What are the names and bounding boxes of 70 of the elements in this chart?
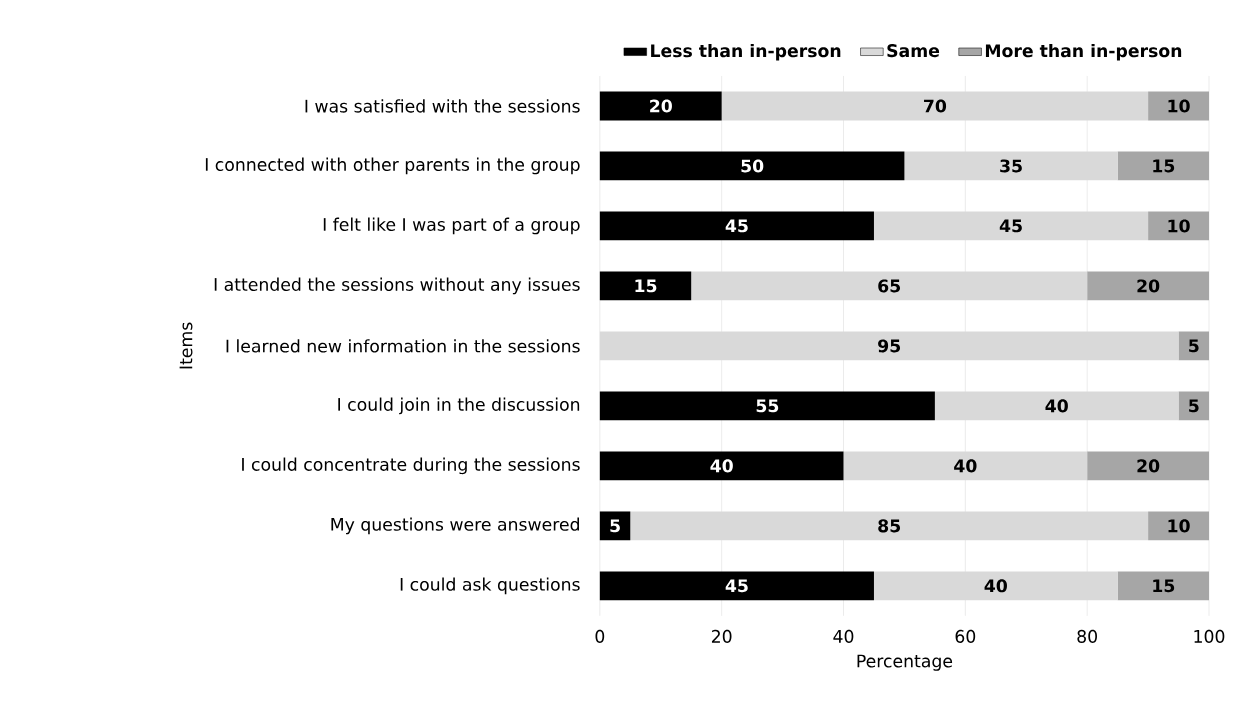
data-label: 55 bbox=[756, 399, 779, 413]
y-tick-label: I learned new information in the sessions bbox=[226, 339, 580, 353]
data-label: 15 bbox=[1153, 159, 1175, 173]
bar bbox=[1148, 511, 1210, 541]
data-label: 50 bbox=[741, 159, 764, 173]
bar bbox=[1178, 391, 1210, 421]
y-tick-label: I could ask questions bbox=[400, 577, 580, 595]
bar bbox=[721, 91, 1149, 121]
data-label: 40 bbox=[1045, 399, 1068, 413]
data-label: 15 bbox=[1153, 579, 1175, 593]
bar bbox=[691, 271, 1088, 301]
data-label: 65 bbox=[878, 279, 901, 293]
data-label: 20 bbox=[1137, 459, 1160, 473]
x-tick-label: 60 bbox=[955, 629, 976, 643]
y-tick-label: I could join in the discussion bbox=[338, 397, 580, 415]
data-label: 15 bbox=[635, 279, 657, 293]
data-label: 70 bbox=[924, 99, 947, 113]
y-tick-label: I attended the sessions without any issues bbox=[214, 277, 580, 295]
x-tick-label: 40 bbox=[833, 629, 854, 643]
data-label: 45 bbox=[999, 219, 1022, 233]
y-tick-label: My questions were answered bbox=[331, 517, 579, 535]
x-axis-title: Percentage bbox=[857, 654, 953, 671]
data-label: 40 bbox=[954, 459, 977, 473]
data-label: 40 bbox=[710, 459, 733, 473]
legend-label: More than in-person bbox=[985, 44, 1182, 61]
data-label: 5 bbox=[610, 519, 620, 533]
y-axis-title: Items bbox=[179, 322, 193, 369]
x-tick-label: 80 bbox=[1077, 629, 1097, 643]
bar bbox=[873, 571, 1118, 601]
x-tick-label: 0 bbox=[595, 629, 605, 643]
bar bbox=[599, 511, 631, 541]
data-label: 5 bbox=[1189, 339, 1199, 353]
data-label: 10 bbox=[1168, 99, 1190, 113]
data-label: 20 bbox=[650, 99, 672, 113]
y-tick-label: I connected with other parents in the group bbox=[205, 157, 580, 175]
data-label: 95 bbox=[878, 339, 901, 353]
bar bbox=[630, 511, 1149, 541]
bar bbox=[599, 271, 692, 301]
y-tick-label: I could concentrate during the sessions bbox=[242, 457, 580, 475]
data-label: 10 bbox=[1168, 519, 1190, 533]
bar bbox=[1148, 211, 1210, 241]
bar bbox=[1117, 571, 1210, 601]
bar bbox=[599, 451, 844, 481]
bar bbox=[1148, 91, 1210, 121]
data-label: 45 bbox=[725, 579, 748, 593]
bar bbox=[599, 91, 722, 121]
x-tick-label: 20 bbox=[711, 629, 732, 643]
bar bbox=[599, 571, 874, 601]
data-label: 45 bbox=[725, 219, 748, 233]
bar bbox=[873, 211, 1149, 241]
y-tick-label: I was satisfied with the sessions bbox=[305, 99, 580, 113]
bar bbox=[1087, 451, 1210, 481]
bar bbox=[599, 391, 935, 421]
bar bbox=[1087, 271, 1210, 301]
bar bbox=[599, 151, 905, 181]
data-label: 40 bbox=[984, 579, 1007, 593]
bar bbox=[599, 211, 874, 241]
bar bbox=[843, 451, 1088, 481]
bar bbox=[934, 391, 1179, 421]
data-label: 5 bbox=[1189, 399, 1199, 413]
y-tick-label: I felt like I was part of a group bbox=[323, 217, 580, 235]
data-label: 10 bbox=[1168, 219, 1190, 233]
legend-label: Less than in-person bbox=[651, 44, 841, 61]
bar bbox=[904, 151, 1118, 181]
data-label: 20 bbox=[1137, 279, 1160, 293]
bar bbox=[1117, 151, 1210, 181]
data-label: 35 bbox=[1000, 159, 1022, 173]
data-label: 85 bbox=[878, 519, 901, 533]
x-tick-label: 100 bbox=[1194, 629, 1225, 643]
legend-label: Same bbox=[887, 44, 940, 58]
